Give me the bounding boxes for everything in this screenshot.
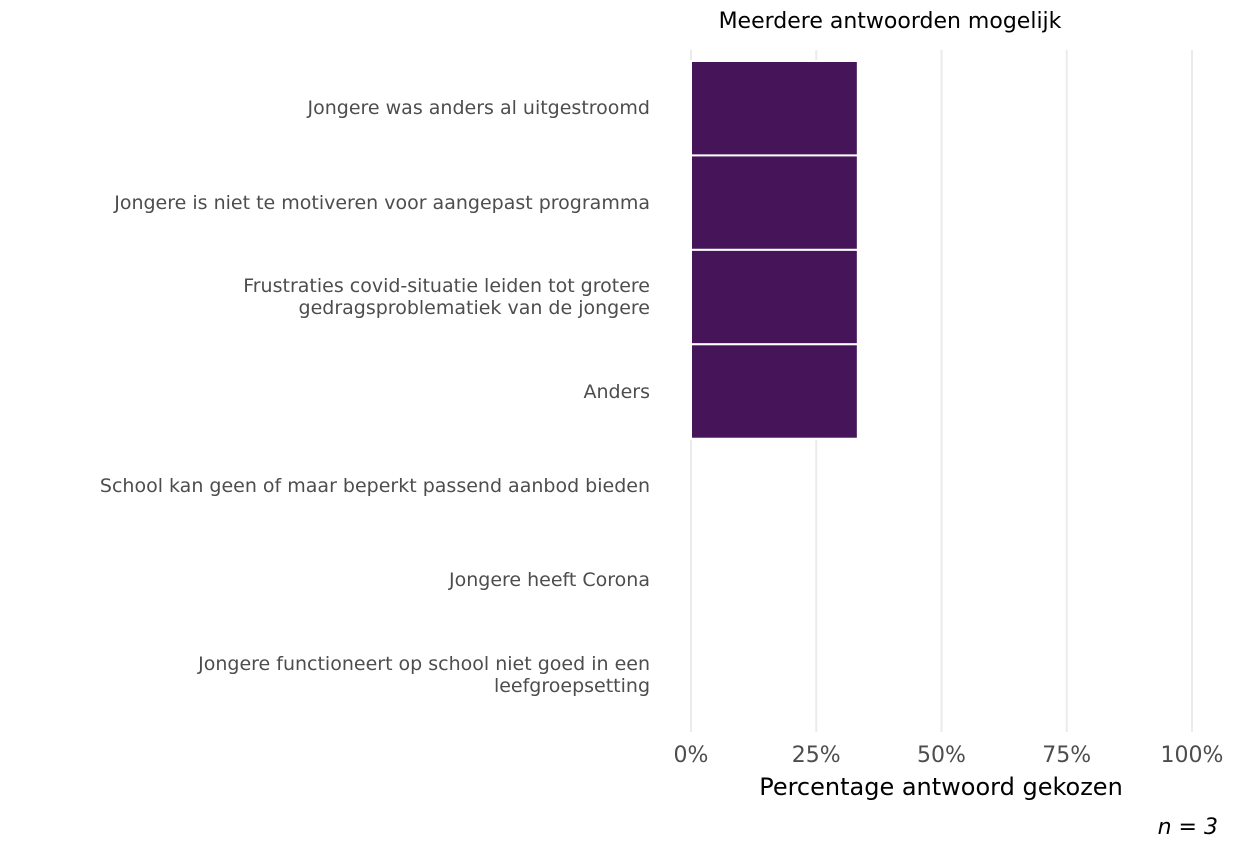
y-tick-label: Jongere functioneert op school niet goed…: [198, 652, 650, 697]
bar: [690, 343, 859, 440]
x-tick-label: 25%: [792, 743, 841, 768]
x-tick-label: 100%: [1161, 743, 1224, 768]
x-tick-label: 75%: [1042, 743, 1091, 768]
y-tick-label: Jongere heeft Corona: [448, 569, 650, 592]
bar: [690, 154, 859, 251]
bar: [690, 60, 859, 157]
y-tick-label: Frustraties covid-situatie leiden tot gr…: [243, 275, 650, 320]
x-tick-label: 50%: [917, 743, 966, 768]
x-axis-title: Percentage antwoord gekozen: [759, 773, 1123, 801]
annotation: n = 3: [1158, 815, 1218, 840]
y-tick-label: Jongere was anders al uitgestroomd: [307, 97, 651, 120]
x-tick-label: 0%: [674, 743, 709, 768]
y-tick-label: School kan geen of maar beperkt passend …: [99, 474, 650, 497]
bar: [690, 248, 859, 346]
y-tick-label: Jongere is niet te motiveren voor aangep…: [114, 191, 650, 214]
chart-title: Meerdere antwoorden mogelijk: [719, 9, 1062, 34]
y-tick-label: Anders: [583, 380, 651, 403]
